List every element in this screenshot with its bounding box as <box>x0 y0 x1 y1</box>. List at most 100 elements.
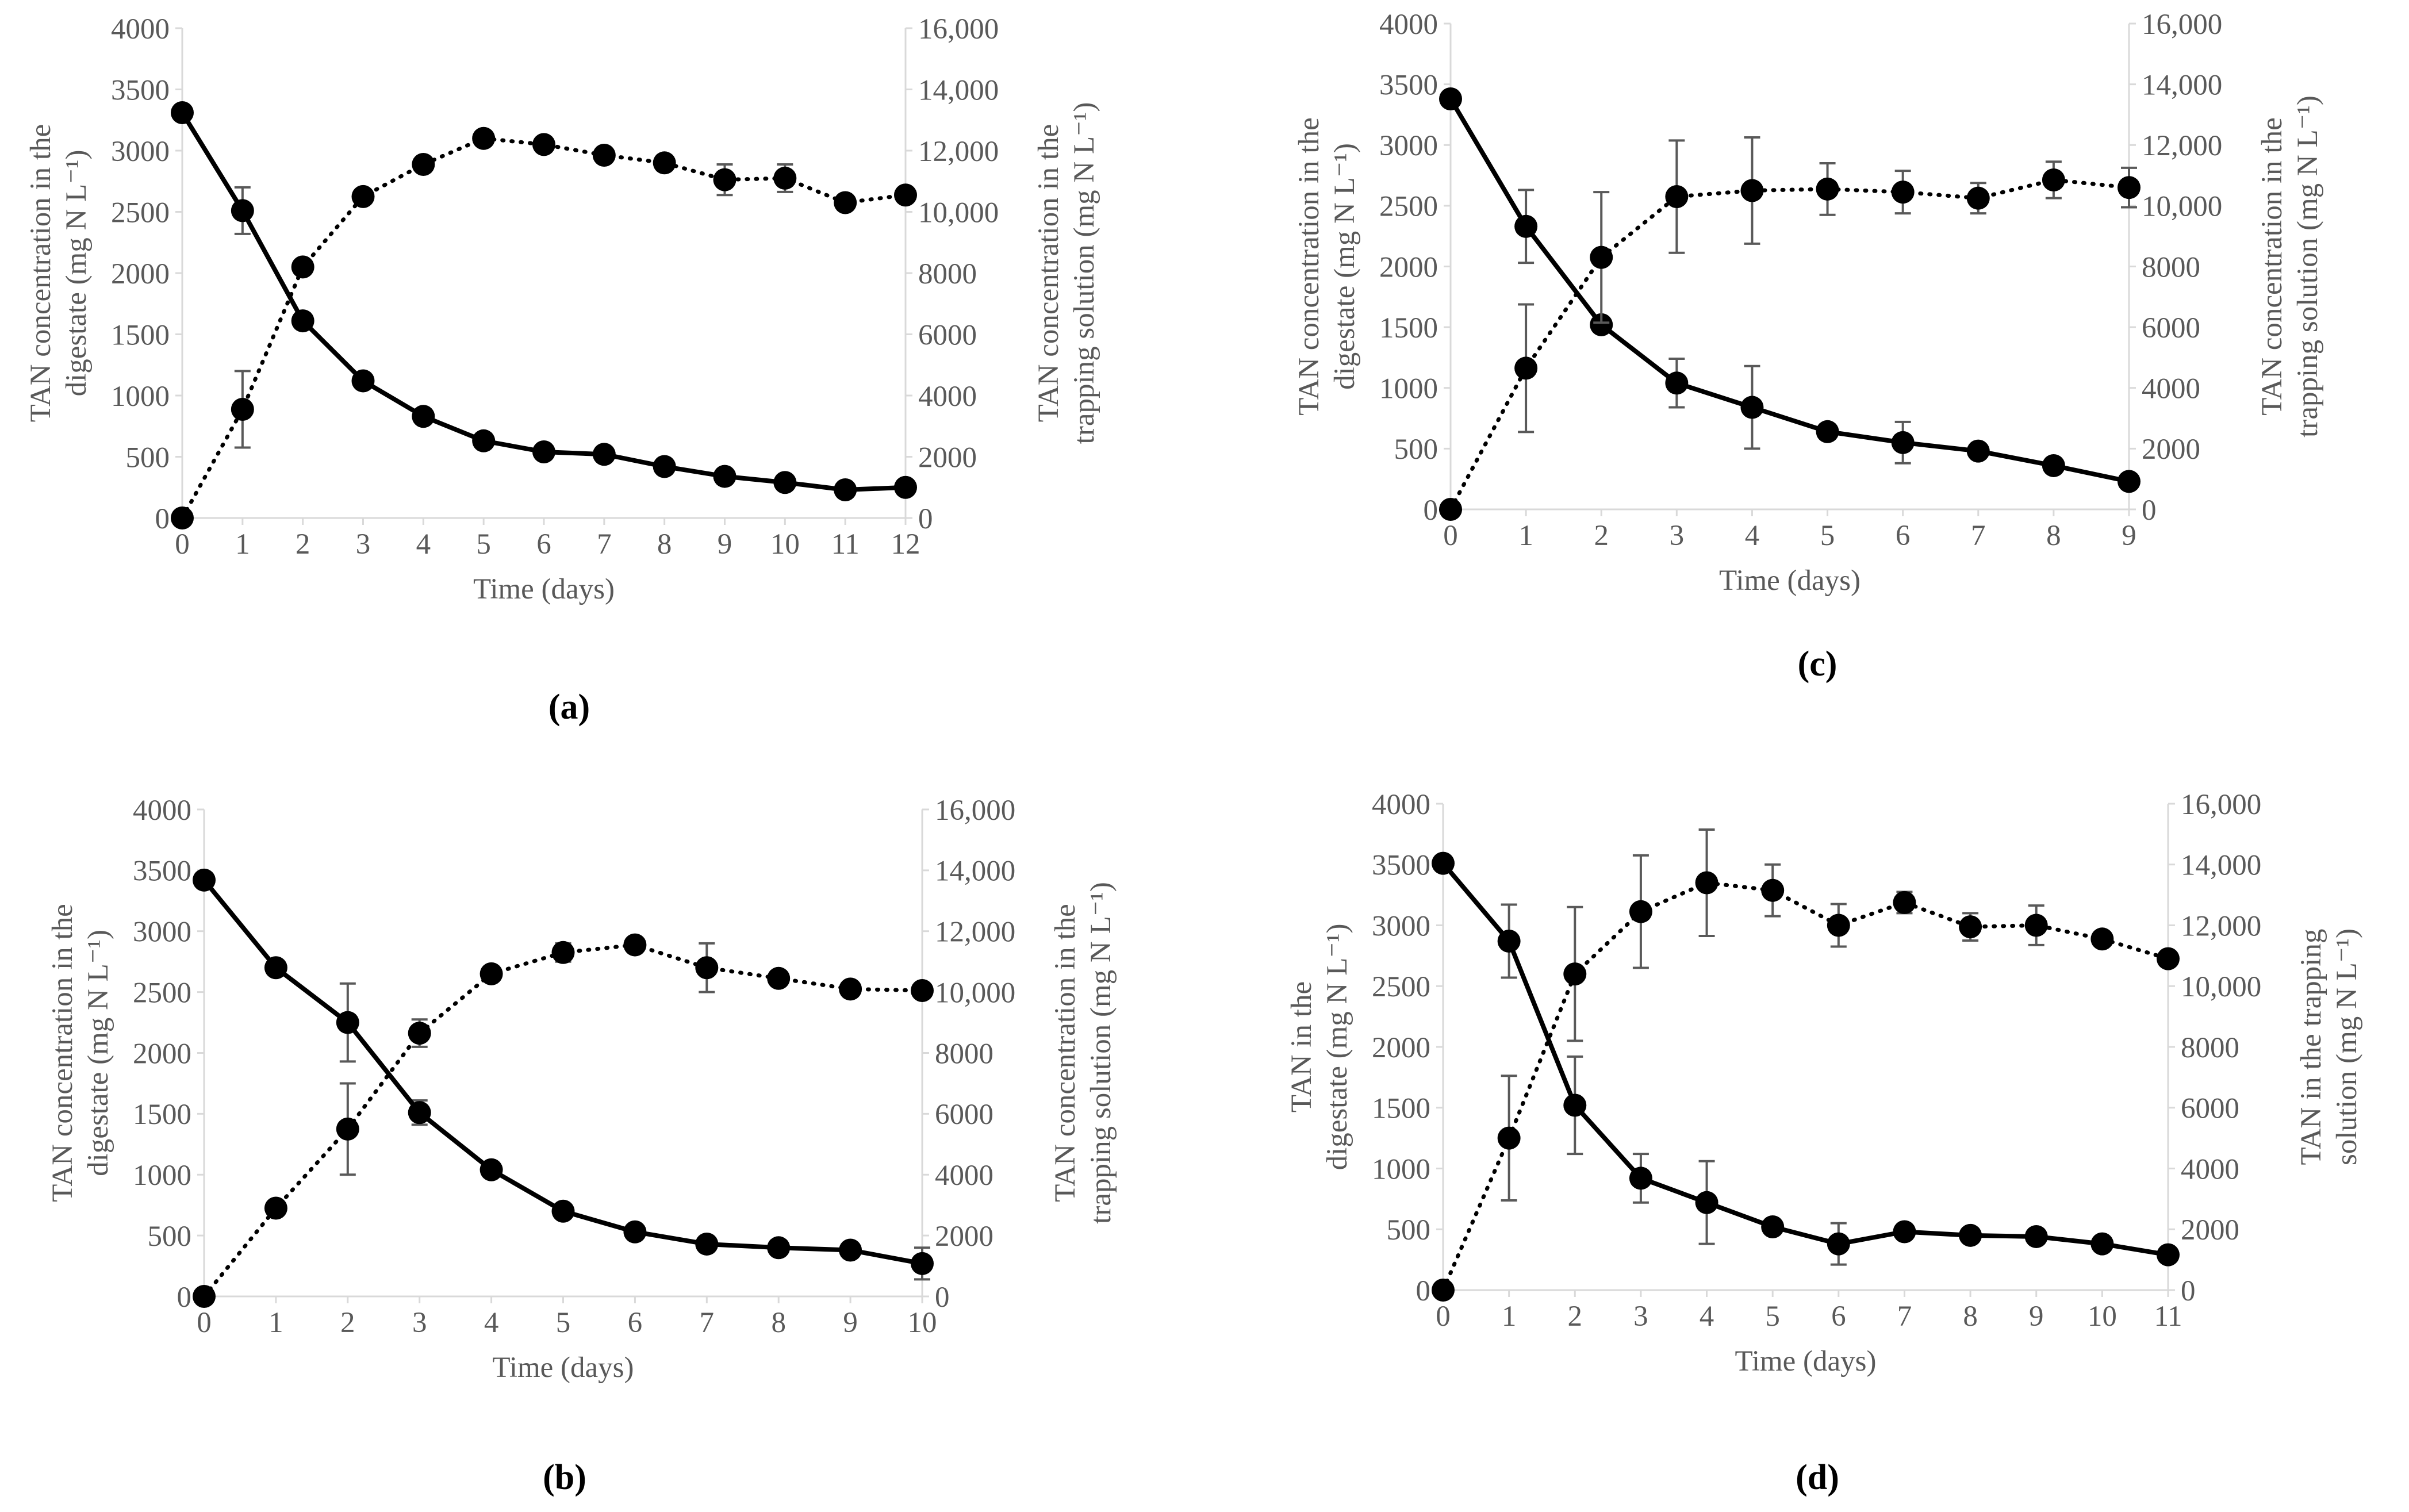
x-tick-label: 6 <box>536 528 551 561</box>
x-tick-label: 3 <box>1670 520 1685 552</box>
data-point <box>1563 1093 1587 1117</box>
left-y-tick-label: 1500 <box>133 1099 191 1131</box>
data-point <box>1432 1279 1455 1302</box>
right-y-tick-label: 14,000 <box>2142 69 2222 101</box>
data-point <box>1740 396 1764 419</box>
x-tick-label: 7 <box>597 528 612 561</box>
x-tick-label: 5 <box>1820 520 1835 552</box>
right-y-tick-label: 6000 <box>935 1099 993 1131</box>
left-y-tick-label: 2000 <box>1379 251 1438 283</box>
data-point <box>1590 245 1613 269</box>
data-point <box>2042 168 2065 191</box>
data-point <box>1695 871 1718 895</box>
data-point <box>2024 1225 2048 1248</box>
x-tick-label: 1 <box>235 528 250 561</box>
right-y-tick-label: 8000 <box>935 1038 993 1070</box>
right-y-axis-label: TAN concentration in the <box>1049 904 1081 1202</box>
x-tick-label: 8 <box>1963 1300 1978 1333</box>
data-point <box>1893 891 1916 914</box>
series-line <box>1441 880 2170 1292</box>
series-left-solid <box>171 101 917 502</box>
x-tick-label: 3 <box>356 528 371 561</box>
data-point <box>336 1117 359 1141</box>
data-point <box>408 1101 431 1125</box>
left-y-tick-label: 3500 <box>1379 69 1438 101</box>
left-y-tick-label: 3500 <box>1372 850 1430 882</box>
left-y-axis-label: digestate (mg N L⁻¹) <box>1329 143 1361 390</box>
x-tick-label: 4 <box>1700 1300 1714 1333</box>
right-y-tick-label: 2000 <box>918 442 977 474</box>
series-left-solid <box>1439 87 2141 493</box>
left-y-tick-label: 0 <box>155 503 170 535</box>
x-tick-label: 9 <box>2029 1300 2044 1333</box>
series-left-solid <box>1432 851 2180 1267</box>
right-y-tick-label: 14,000 <box>918 74 999 106</box>
x-tick-label: 9 <box>2122 520 2136 552</box>
series-line <box>1441 862 2169 1257</box>
data-point <box>351 369 375 393</box>
left-y-tick-label: 3500 <box>133 855 191 888</box>
left-y-tick-label: 500 <box>1394 433 1439 466</box>
x-axis-label: Time (days) <box>1719 565 1861 597</box>
left-y-tick-label: 0 <box>1416 1275 1431 1307</box>
data-point <box>773 471 797 494</box>
data-point <box>1816 420 1839 443</box>
right-y-tick-label: 8000 <box>2181 1032 2239 1064</box>
data-point <box>695 956 719 980</box>
data-point <box>264 1196 287 1220</box>
left-y-tick-label: 3000 <box>1372 910 1430 942</box>
x-tick-label: 6 <box>1896 520 1911 552</box>
right-y-tick-label: 10,000 <box>935 977 1015 1009</box>
left-y-tick-label: 2500 <box>1379 191 1438 223</box>
left-y-tick-label: 2000 <box>133 1038 191 1070</box>
x-tick-label: 9 <box>843 1307 858 1339</box>
data-point <box>480 1158 503 1181</box>
series-right-dotted <box>193 933 934 1308</box>
panel-label: (a) <box>548 688 590 727</box>
right-y-tick-label: 12,000 <box>2181 910 2261 942</box>
data-point <box>623 1220 647 1244</box>
x-tick-label: 0 <box>1443 520 1458 552</box>
data-point <box>623 933 647 957</box>
chart-panel-d: 0 500 1000 1500 2000 2500 3000 3500 4000 0 2000 400… <box>1286 789 2363 1497</box>
x-tick-label: 4 <box>1745 520 1760 552</box>
data-point <box>1439 498 1462 521</box>
x-tick-label: 1 <box>268 1307 283 1339</box>
series-line <box>1448 178 2131 512</box>
left-y-tick-label: 2500 <box>111 197 170 229</box>
right-y-tick-label: 10,000 <box>2142 191 2222 223</box>
data-point <box>894 183 917 207</box>
data-point <box>412 405 435 428</box>
data-point <box>1432 851 1455 875</box>
x-tick-label: 10 <box>770 528 800 561</box>
data-point <box>351 185 375 208</box>
right-y-tick-label: 6000 <box>2181 1093 2239 1125</box>
right-y-tick-label: 12,000 <box>935 916 1015 949</box>
data-point <box>264 956 287 980</box>
x-tick-label: 8 <box>657 528 672 561</box>
chart-panel-a: 0 500 1000 1500 2000 2500 3000 3500 4000 0 2000 400… <box>25 13 1100 727</box>
data-point <box>592 443 616 466</box>
data-point <box>171 506 194 529</box>
right-y-tick-label: 8000 <box>918 258 977 290</box>
data-point <box>2042 454 2065 477</box>
data-point <box>472 126 496 150</box>
x-axis-label: Time (days) <box>473 573 615 605</box>
left-y-tick-label: 1000 <box>1372 1153 1430 1185</box>
x-tick-label: 0 <box>1436 1300 1451 1333</box>
left-y-tick-label: 3500 <box>111 74 170 106</box>
data-point <box>1893 1220 1916 1244</box>
series-right-dotted <box>1432 828 2180 1302</box>
data-point <box>713 168 736 191</box>
left-y-tick-label: 1500 <box>1379 312 1438 344</box>
right-y-tick-label: 14,000 <box>935 855 1015 888</box>
data-point <box>1959 915 1982 939</box>
data-point <box>1497 929 1521 953</box>
right-y-axis-label: TAN concentration in the <box>1033 124 1065 423</box>
right-y-tick-label: 4000 <box>935 1160 993 1192</box>
right-y-tick-label: 2000 <box>2181 1214 2239 1246</box>
data-point <box>231 199 254 222</box>
series-right-dotted <box>1439 136 2141 521</box>
left-y-tick-label: 3000 <box>1379 130 1438 162</box>
